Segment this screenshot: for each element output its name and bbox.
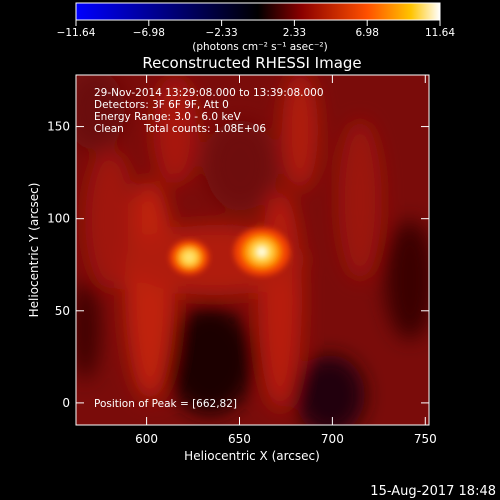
x-tick-label: 650 <box>228 432 251 446</box>
source-blob <box>169 240 209 275</box>
y-tick-label: 50 <box>55 304 70 318</box>
y-tick-label: 100 <box>47 212 70 226</box>
annotation-energy: Energy Range: 3.0 - 6.0 keV <box>94 111 242 123</box>
footer-date: 15-Aug-2017 18:48 <box>370 484 496 499</box>
colorbar-tick-label: 2.33 <box>283 27 306 39</box>
colorbar-tick-label: −11.64 <box>57 27 96 39</box>
y-axis-ticks: 0 50 100 150 <box>47 120 429 410</box>
colorbar-tick-label: −2.33 <box>206 27 238 39</box>
colorbar-tick-label: 6.98 <box>356 27 379 39</box>
source-blob <box>233 227 290 276</box>
plot-area <box>76 75 429 425</box>
x-tick-label: 750 <box>414 432 437 446</box>
y-tick-label: 150 <box>47 120 70 134</box>
colorbar-ticks: −11.64 −6.98 −2.33 2.33 6.98 11.64 <box>57 20 455 39</box>
annotation-detectors: Detectors: 3F 6F 9F, Att 0 <box>94 99 229 111</box>
annotation-counts: Total counts: 1.08E+06 <box>143 123 266 135</box>
colorbar: −11.64 −6.98 −2.33 2.33 6.98 11.64 (photons c… <box>57 2 455 53</box>
x-tick-label: 600 <box>135 432 158 446</box>
annotation-clean: Clean <box>94 123 124 135</box>
chart-title: Reconstructed RHESSI Image <box>142 54 361 72</box>
y-axis-label: Heliocentric Y (arcsec) <box>27 183 41 318</box>
y-tick-label: 0 <box>62 396 70 410</box>
x-axis-label: Heliocentric X (arcsec) <box>184 449 320 463</box>
colorbar-tick-label: 11.64 <box>425 27 455 39</box>
colorbar-label: (photons cm⁻² s⁻¹ asec⁻²) <box>192 41 327 53</box>
colorbar-tick-label: −6.98 <box>133 27 165 39</box>
colorbar-gradient <box>75 2 441 21</box>
x-axis-ticks: 600 650 700 750 <box>135 75 437 446</box>
annotation-time-range: 29-Nov-2014 13:29:08.000 to 13:39:08.000 <box>94 87 324 99</box>
plot-frame <box>75 74 430 426</box>
x-tick-label: 700 <box>321 432 344 446</box>
sources <box>169 227 290 276</box>
annotation-peak: Position of Peak = [662,82] <box>94 398 237 410</box>
